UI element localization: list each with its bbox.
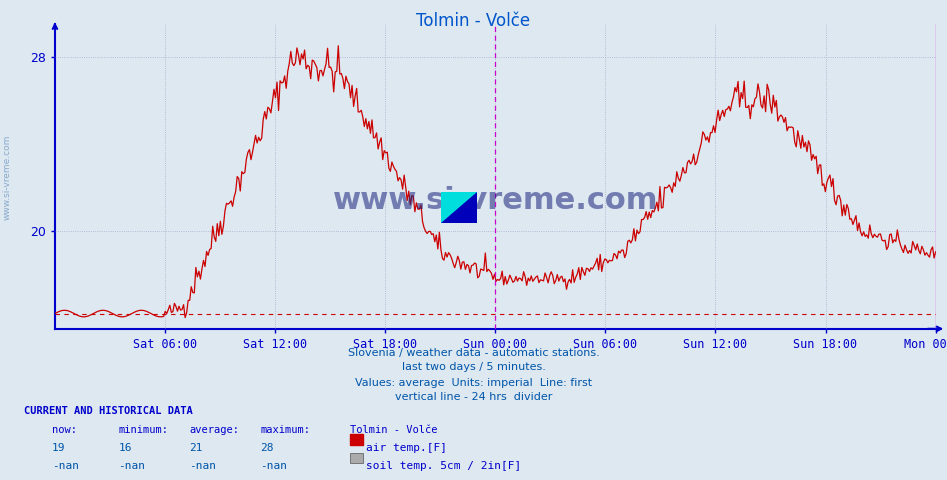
Text: 28: 28 (260, 443, 274, 453)
Text: vertical line - 24 hrs  divider: vertical line - 24 hrs divider (395, 392, 552, 402)
Text: Tolmin - Volče: Tolmin - Volče (350, 425, 438, 435)
Text: Slovenia / weather data - automatic stations.: Slovenia / weather data - automatic stat… (348, 348, 599, 358)
Text: Tolmin - Volče: Tolmin - Volče (417, 12, 530, 30)
Text: 16: 16 (118, 443, 132, 453)
Text: 19: 19 (52, 443, 65, 453)
Text: maximum:: maximum: (260, 425, 311, 435)
Text: -nan: -nan (52, 461, 80, 471)
Text: www.si-vreme.com: www.si-vreme.com (3, 135, 12, 220)
Text: CURRENT AND HISTORICAL DATA: CURRENT AND HISTORICAL DATA (24, 406, 192, 416)
Text: average:: average: (189, 425, 240, 435)
Text: last two days / 5 minutes.: last two days / 5 minutes. (402, 362, 545, 372)
Polygon shape (441, 192, 477, 223)
Text: -nan: -nan (118, 461, 146, 471)
Text: -nan: -nan (260, 461, 288, 471)
Polygon shape (441, 192, 477, 223)
Text: soil temp. 5cm / 2in[F]: soil temp. 5cm / 2in[F] (366, 461, 521, 471)
Text: www.si-vreme.com: www.si-vreme.com (332, 186, 658, 216)
Text: minimum:: minimum: (118, 425, 169, 435)
Text: -nan: -nan (189, 461, 217, 471)
Text: Values: average  Units: imperial  Line: first: Values: average Units: imperial Line: fi… (355, 378, 592, 388)
Text: air temp.[F]: air temp.[F] (366, 443, 447, 453)
Text: 21: 21 (189, 443, 203, 453)
Text: now:: now: (52, 425, 77, 435)
